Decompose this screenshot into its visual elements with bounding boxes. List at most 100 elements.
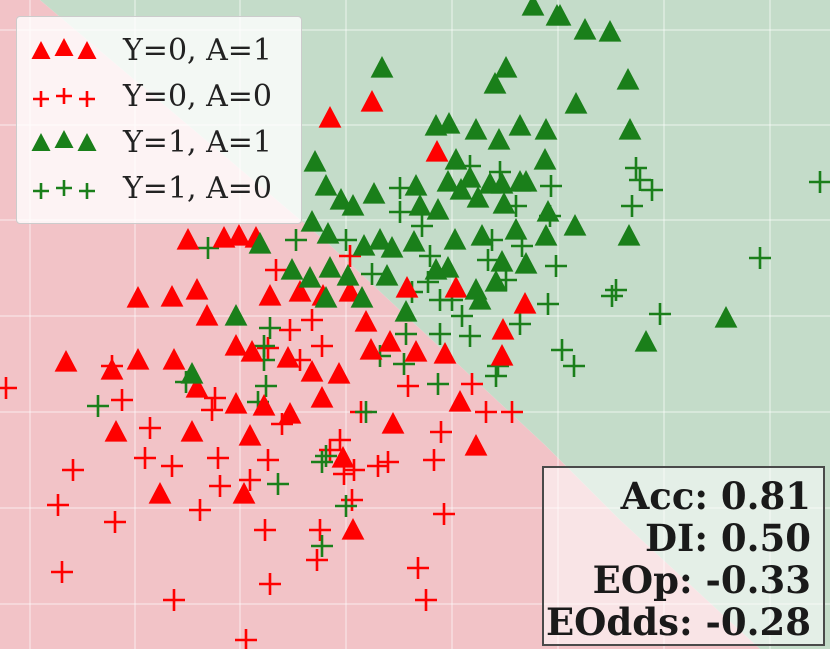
triangle-marker xyxy=(490,344,514,366)
triangle-marker xyxy=(381,412,405,434)
triangle-marker xyxy=(331,446,355,468)
plus-marker xyxy=(389,201,411,223)
triangle-marker xyxy=(370,56,394,78)
triangle-marker xyxy=(508,114,532,136)
triangle-marker xyxy=(378,330,402,352)
triangle-marker xyxy=(180,420,204,442)
plus-marker xyxy=(377,451,399,473)
plus-marker xyxy=(397,375,419,397)
plus-marker xyxy=(459,325,481,347)
plus-marker xyxy=(47,494,69,516)
triangle-marker xyxy=(298,266,322,288)
plus-marker xyxy=(309,519,331,541)
plus-marker xyxy=(257,449,279,471)
triangle-marker xyxy=(338,280,362,302)
legend-label: Y=1, A=0 xyxy=(123,171,272,206)
triangle-marker xyxy=(444,276,468,298)
triangle-marker xyxy=(300,360,324,382)
plus-marker xyxy=(79,183,95,199)
plus-marker xyxy=(0,377,17,399)
plus-marker xyxy=(134,447,156,469)
plus-marker xyxy=(395,323,417,345)
plus-marker xyxy=(319,439,341,461)
triangle-marker xyxy=(227,224,251,246)
plus-marker xyxy=(104,511,126,533)
plus-marker xyxy=(540,175,562,197)
plus-marker xyxy=(339,245,361,267)
plus-marker xyxy=(33,91,49,107)
triangle-marker xyxy=(240,340,264,362)
triangle-marker xyxy=(484,270,508,292)
legend-entry: Y=1, A=1 xyxy=(17,119,301,165)
plus-marker xyxy=(429,323,451,345)
triangle-marker xyxy=(77,133,97,151)
triangle-marker xyxy=(248,232,272,254)
plus-marker xyxy=(254,519,276,541)
plus-marker xyxy=(537,293,559,315)
triangle-marker xyxy=(341,518,365,540)
triangle-marker xyxy=(362,182,386,204)
plus-marker xyxy=(79,91,95,107)
triangle-marker xyxy=(443,228,467,250)
plus-marker xyxy=(329,429,351,451)
triangle-marker xyxy=(148,482,172,504)
triangle-marker xyxy=(408,194,432,216)
triangle-marker xyxy=(126,286,150,308)
plus-marker xyxy=(259,573,281,595)
triangle-marker xyxy=(483,72,507,94)
plus-marker xyxy=(257,337,279,359)
triangle-marker xyxy=(288,280,312,302)
plus-marker xyxy=(601,285,623,307)
plus-marker xyxy=(311,335,333,357)
plus-marker xyxy=(311,535,333,557)
plus-marker xyxy=(197,237,219,259)
triangle-marker xyxy=(426,198,450,220)
triangle-marker xyxy=(618,118,642,140)
triangle-marker xyxy=(318,106,342,128)
triangle-marker xyxy=(104,420,128,442)
plus-marker xyxy=(207,447,229,469)
triangle-marker xyxy=(616,68,640,90)
triangle-marker xyxy=(617,224,641,246)
legend-label: Y=0, A=0 xyxy=(123,79,272,114)
plus-marker xyxy=(239,469,261,491)
triangle-marker xyxy=(314,174,338,196)
legend-marker-plus-red xyxy=(33,88,95,107)
triangle-marker xyxy=(466,186,490,208)
triangle-marker xyxy=(54,38,74,56)
triangle-marker xyxy=(238,424,262,446)
plus-marker xyxy=(551,339,573,361)
triangle-marker xyxy=(436,170,460,192)
triangle-marker xyxy=(394,300,418,322)
plus-marker xyxy=(605,279,627,301)
triangle-marker xyxy=(533,148,557,170)
triangle-marker xyxy=(404,340,428,362)
equalized-odds-metric: EOdds: -0.28 xyxy=(545,600,811,644)
triangle-marker xyxy=(458,166,482,188)
triangle-marker xyxy=(436,256,460,278)
triangle-marker xyxy=(444,148,468,170)
plus-marker xyxy=(485,365,507,387)
triangle-marker xyxy=(195,304,219,326)
plus-marker xyxy=(361,263,383,285)
plus-marker xyxy=(255,375,277,397)
plus-marker xyxy=(429,289,451,311)
plus-marker xyxy=(335,229,357,251)
triangle-marker xyxy=(404,174,428,196)
triangle-marker xyxy=(545,4,569,26)
plus-marker xyxy=(56,88,72,104)
triangle-marker xyxy=(352,234,376,256)
triangle-marker xyxy=(449,178,473,200)
triangle-marker xyxy=(232,482,256,504)
plus-marker xyxy=(163,589,185,611)
triangle-marker xyxy=(276,346,300,368)
triangle-marker xyxy=(564,92,588,114)
plus-marker xyxy=(389,177,411,199)
plus-marker xyxy=(407,557,429,579)
plus-marker xyxy=(501,401,523,423)
triangle-marker xyxy=(354,310,378,332)
plus-marker xyxy=(311,451,333,473)
triangle-marker xyxy=(224,392,248,414)
triangle-marker xyxy=(341,194,365,216)
triangle-marker xyxy=(425,140,449,162)
